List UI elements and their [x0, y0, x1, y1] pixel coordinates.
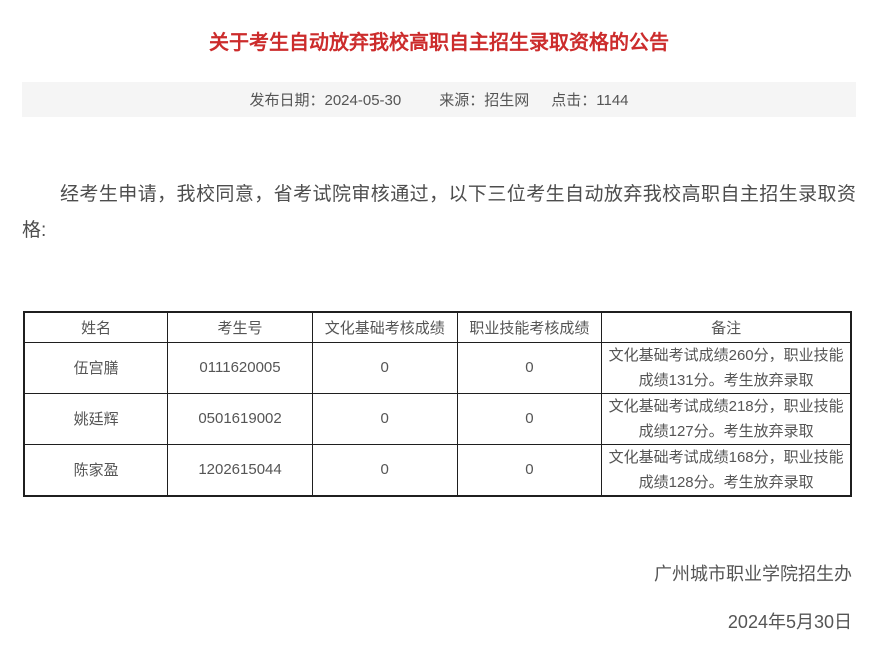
cell-culture-score: 0	[311, 392, 458, 445]
table-row: 伍宫膳 0111620005 0 0 文化基础考试成绩260分，职业技能成绩13…	[23, 341, 852, 394]
table-row: 陈家盈 1202615044 0 0 文化基础考试成绩168分，职业技能成绩12…	[23, 443, 852, 496]
cell-skill-score: 0	[456, 341, 603, 394]
source-value: 招生网	[484, 92, 530, 109]
cell-remark: 文化基础考试成绩260分，职业技能成绩131分。考生放弃录取	[601, 341, 852, 394]
hits-label: 点击：	[551, 92, 597, 109]
cell-exam-id: 1202615044	[167, 443, 313, 496]
publish-date-value: 2024-05-30	[324, 92, 402, 109]
footer-signature: 广州城市职业学院招生办	[654, 563, 852, 584]
cell-culture-score: 0	[311, 341, 458, 394]
header-exam-id: 考生号	[167, 311, 313, 343]
header-skill-score: 职业技能考核成绩	[456, 311, 603, 343]
candidates-table: 姓名 考生号 文化基础考核成绩 职业技能考核成绩 备注 伍宫膳 01116200…	[23, 311, 852, 497]
page-title: 关于考生自动放弃我校高职自主招生录取资格的公告	[209, 32, 669, 54]
source: 来源：招生网	[439, 89, 529, 110]
header-remark: 备注	[601, 311, 852, 343]
cell-skill-score: 0	[456, 443, 603, 496]
cell-name: 姚廷辉	[23, 392, 169, 445]
cell-exam-id: 0111620005	[167, 341, 313, 394]
table-header-row: 姓名 考生号 文化基础考核成绩 职业技能考核成绩 备注	[23, 311, 852, 343]
announcement-body: 经考生申请，我校同意，省考试院审核通过，以下三位考生自动放弃我校高职自主招生录取…	[22, 184, 856, 241]
hits-value: 1144	[596, 92, 629, 109]
cell-exam-id: 0501619002	[167, 392, 313, 445]
table-row: 姚廷辉 0501619002 0 0 文化基础考试成绩218分，职业技能成绩12…	[23, 392, 852, 445]
header-name: 姓名	[23, 311, 169, 343]
source-label: 来源：	[439, 92, 485, 109]
publish-date: 发布日期：2024-05-30	[249, 89, 401, 110]
publish-date-label: 发布日期：	[249, 92, 325, 109]
cell-skill-score: 0	[456, 392, 603, 445]
cell-remark: 文化基础考试成绩168分，职业技能成绩128分。考生放弃录取	[601, 443, 852, 496]
cell-name: 伍宫膳	[23, 341, 169, 394]
footer-date: 2024年5月30日	[727, 611, 852, 632]
cell-name: 陈家盈	[23, 443, 169, 496]
hits-counter: 点击：1144	[551, 89, 628, 110]
cell-remark: 文化基础考试成绩218分，职业技能成绩127分。考生放弃录取	[601, 392, 852, 445]
meta-bar: 发布日期：2024-05-30 来源：招生网 点击：1144	[22, 82, 856, 117]
header-culture-score: 文化基础考核成绩	[311, 311, 458, 343]
cell-culture-score: 0	[311, 443, 458, 496]
